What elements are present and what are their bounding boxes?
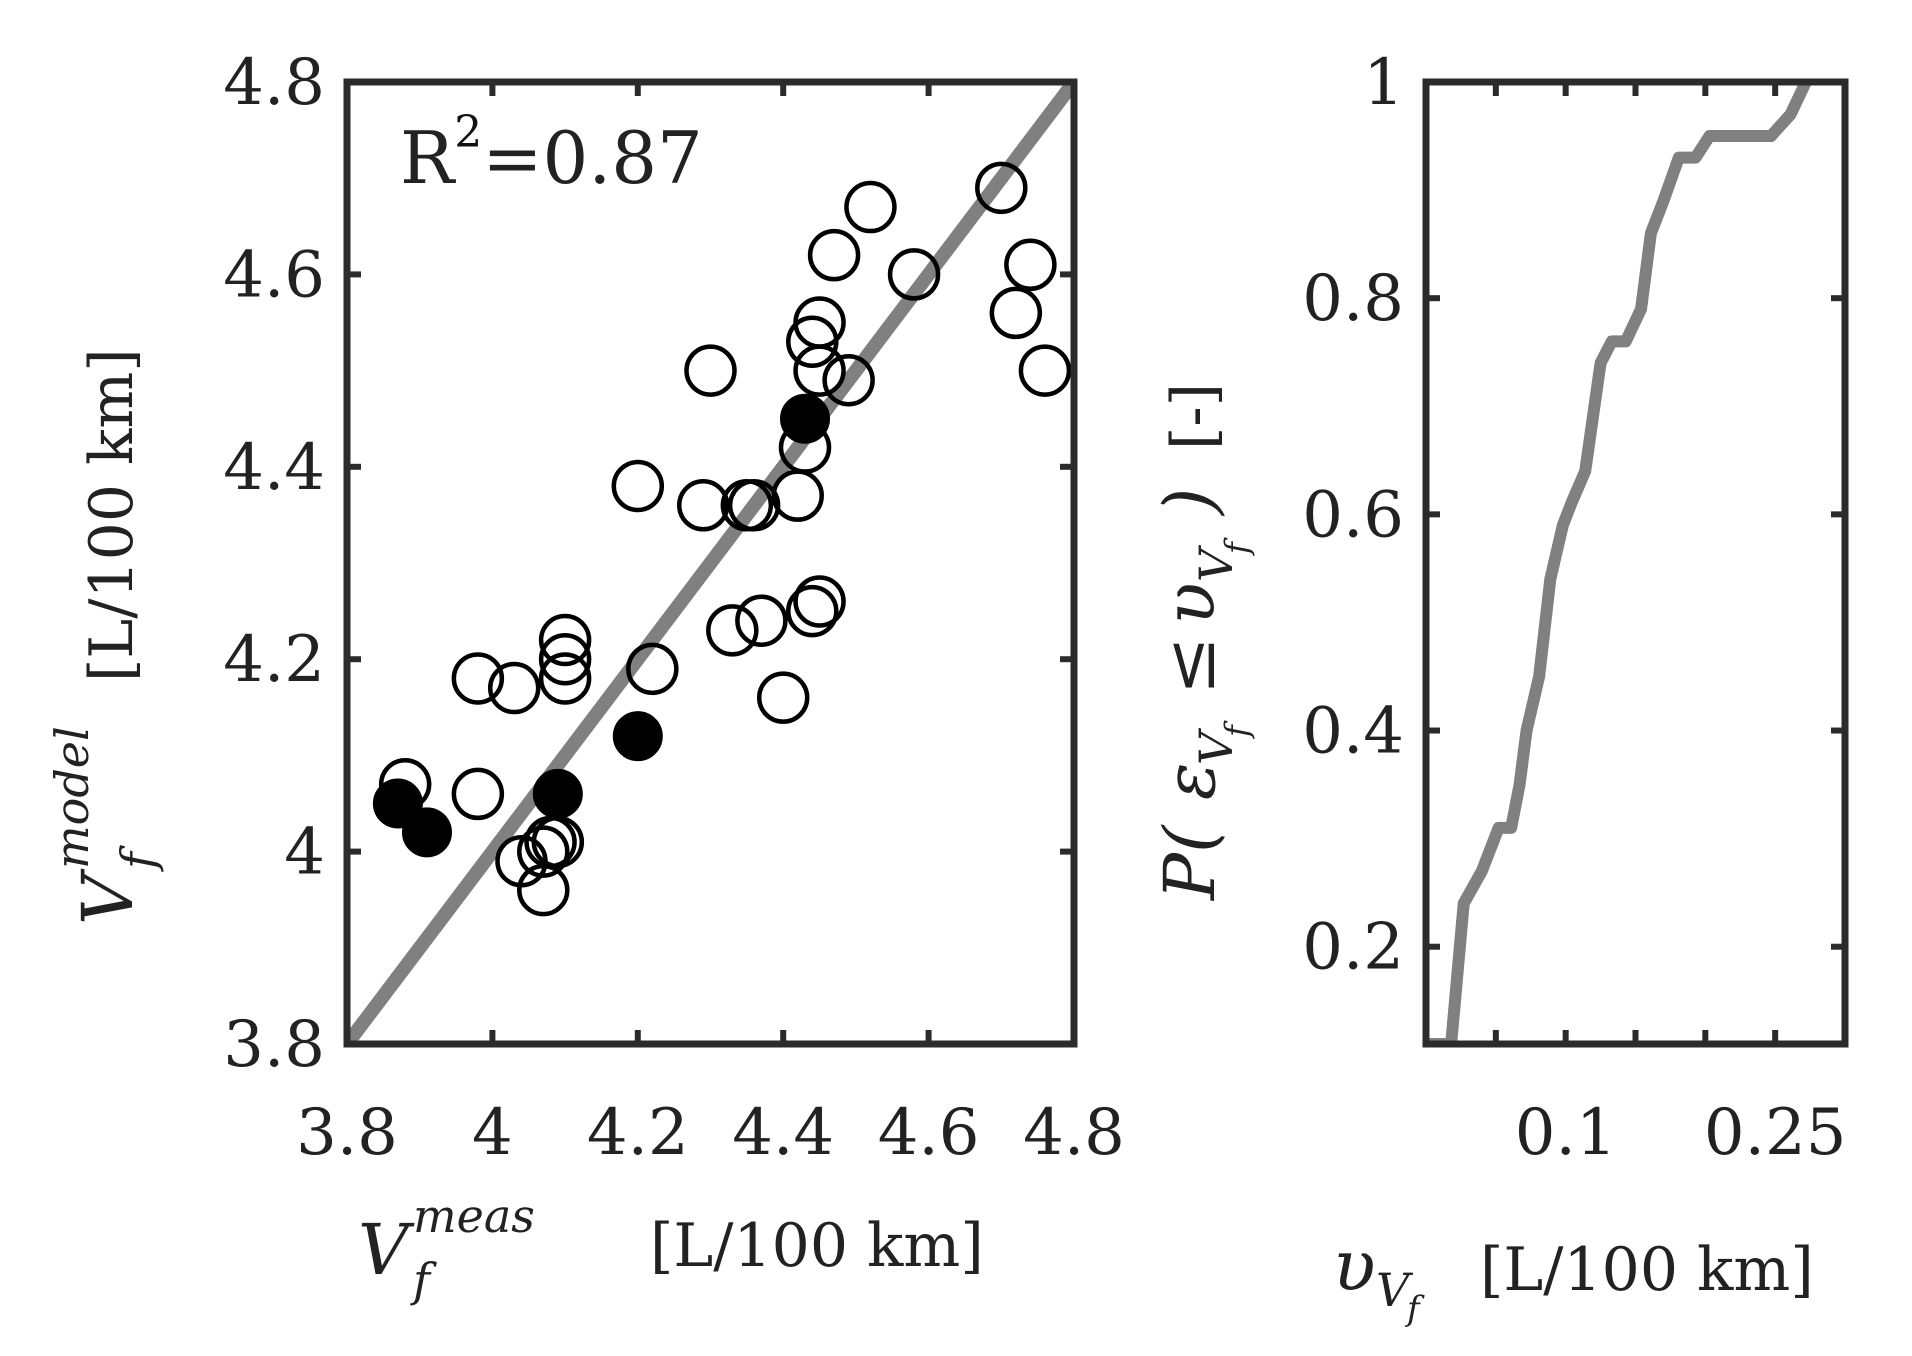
open-data-point <box>793 296 846 349</box>
open-data-point <box>793 575 846 628</box>
y-tick-label: 4.2 <box>223 623 325 697</box>
r-squared-value: =0.87 <box>482 116 703 200</box>
cdf-y-label-epsilon: ε <box>1149 762 1231 800</box>
open-data-point <box>706 604 759 657</box>
open-data-point <box>487 661 541 715</box>
open-data-point <box>887 248 941 301</box>
open-data-point <box>975 161 1028 215</box>
open-data-point <box>807 228 861 282</box>
x-label-superscript: meas <box>413 1189 535 1243</box>
y-tick-label: 4 <box>284 816 325 890</box>
cdf-line <box>1426 82 1812 1044</box>
cdf-x-tick-label: 0.25 <box>1704 1096 1847 1170</box>
y-tick-label: 4.6 <box>223 238 325 312</box>
cdf-y-axis-label: P( ε V f ≤ υ V f ) [-] <box>1149 383 1256 902</box>
r-squared-annotation: R2=0.87 <box>400 107 703 200</box>
cdf-x-tick-label: 0.1 <box>1515 1096 1617 1170</box>
cdf-y-label-p: P( <box>1149 824 1231 902</box>
cdf-y-label-close: ) <box>1149 488 1231 517</box>
y-label-symbol: V <box>67 868 149 925</box>
filled-data-point <box>612 711 663 762</box>
cdf-y-label-sub: V <box>1189 727 1243 765</box>
cdf-x-label-symbol: υ <box>1333 1225 1376 1307</box>
cdf-y-tick-label: 0.2 <box>1302 911 1404 985</box>
filled-data-point <box>532 768 583 819</box>
cdf-x-label-subsubscript: f <box>1404 1289 1425 1329</box>
y-label-subscript: f <box>111 845 165 872</box>
x-tick-label: 4.6 <box>878 1096 980 1170</box>
open-data-point <box>786 584 839 638</box>
scatter-y-axis-label: V model f [L/100 km] <box>45 348 165 925</box>
cdf-plot-frame <box>1422 78 1849 1048</box>
open-data-point <box>989 286 1043 340</box>
cdf-y-label-upsilon-sub: V <box>1189 544 1243 582</box>
cdf-ticks <box>1426 79 1845 1044</box>
x-tick-label: 3.8 <box>296 1096 398 1170</box>
open-data-point <box>626 642 679 696</box>
reference-line <box>347 82 1074 1044</box>
cdf-y-label-subsub: f <box>1218 720 1256 739</box>
open-data-point <box>844 180 897 234</box>
y-label-superscript: model <box>45 726 99 869</box>
cdf-y-tick-label: 0.6 <box>1302 478 1404 552</box>
cdf-y-tick-label: 1 <box>1363 46 1404 120</box>
open-data-point <box>538 632 592 686</box>
y-tick-label: 3.8 <box>223 1008 325 1082</box>
open-data-point <box>538 652 592 705</box>
x-tick-label: 4.2 <box>587 1096 689 1170</box>
cdf-y-tick-label: 0.8 <box>1302 262 1404 336</box>
open-data-point <box>793 344 846 397</box>
x-tick-label: 4.8 <box>1023 1096 1125 1170</box>
filled-data-point <box>780 393 831 444</box>
y-tick-label: 4.8 <box>223 46 325 120</box>
scatter-panel: 3.8 4 4.2 4.4 4.6 4.8 3.8 4 4.2 4.4 4.6 4.8 R2=0.87… <box>45 46 1125 1307</box>
open-data-point <box>822 353 875 407</box>
filled-data-point <box>401 807 452 858</box>
cdf-y-label-leq: ≤ <box>1149 636 1231 695</box>
y-label-units: [L/100 km] <box>77 348 147 682</box>
x-tick-label: 4 <box>472 1096 513 1170</box>
cdf-x-axis-label: υ V f [L/100 km] <box>1333 1225 1814 1329</box>
open-data-point <box>451 652 505 705</box>
r-squared-superscript: 2 <box>454 107 482 158</box>
y-tick-label: 4.4 <box>223 431 325 505</box>
open-data-point <box>611 459 665 513</box>
open-data-point <box>756 671 810 724</box>
open-data-point <box>1018 344 1072 397</box>
open-data-point <box>676 479 730 532</box>
r-squared-base: R <box>400 116 456 200</box>
cdf-y-label-upsilon-subsub: f <box>1218 537 1256 556</box>
open-data-point <box>538 613 592 667</box>
open-data-point <box>451 767 505 821</box>
x-label-subscript: f <box>410 1253 437 1307</box>
scatter-tick-labels: 3.8 4 4.2 4.4 4.6 4.8 3.8 4 4.2 4.4 4.6 4.8 <box>223 46 1125 1170</box>
cdf-x-label-units: [L/100 km] <box>1480 1235 1814 1305</box>
cdf-y-tick-label: 0.4 <box>1302 695 1404 769</box>
x-label-symbol: V <box>358 1209 415 1291</box>
open-data-point <box>1004 238 1057 292</box>
cdf-tick-labels: 0.1 0.25 0.2 0.4 0.6 0.8 1 <box>1302 46 1846 1170</box>
open-data-point <box>684 344 737 397</box>
cdf-y-label-units: [-] <box>1159 383 1229 450</box>
scatter-plot-frame <box>343 78 1078 1048</box>
scatter-x-axis-label: V meas f [L/100 km] <box>358 1189 984 1307</box>
open-data-point <box>735 594 788 647</box>
open-data-point <box>771 469 824 522</box>
cdf-x-label-subscript: V <box>1376 1263 1414 1317</box>
cdf-y-label-upsilon: υ <box>1149 582 1231 625</box>
cdf-panel: 0.1 0.25 0.2 0.4 0.6 0.8 1 υ V f [L/100 km] P(… <box>1149 46 1849 1329</box>
open-data-point <box>517 825 570 878</box>
x-tick-label: 4.4 <box>732 1096 834 1170</box>
x-label-units: [L/100 km] <box>650 1211 984 1281</box>
